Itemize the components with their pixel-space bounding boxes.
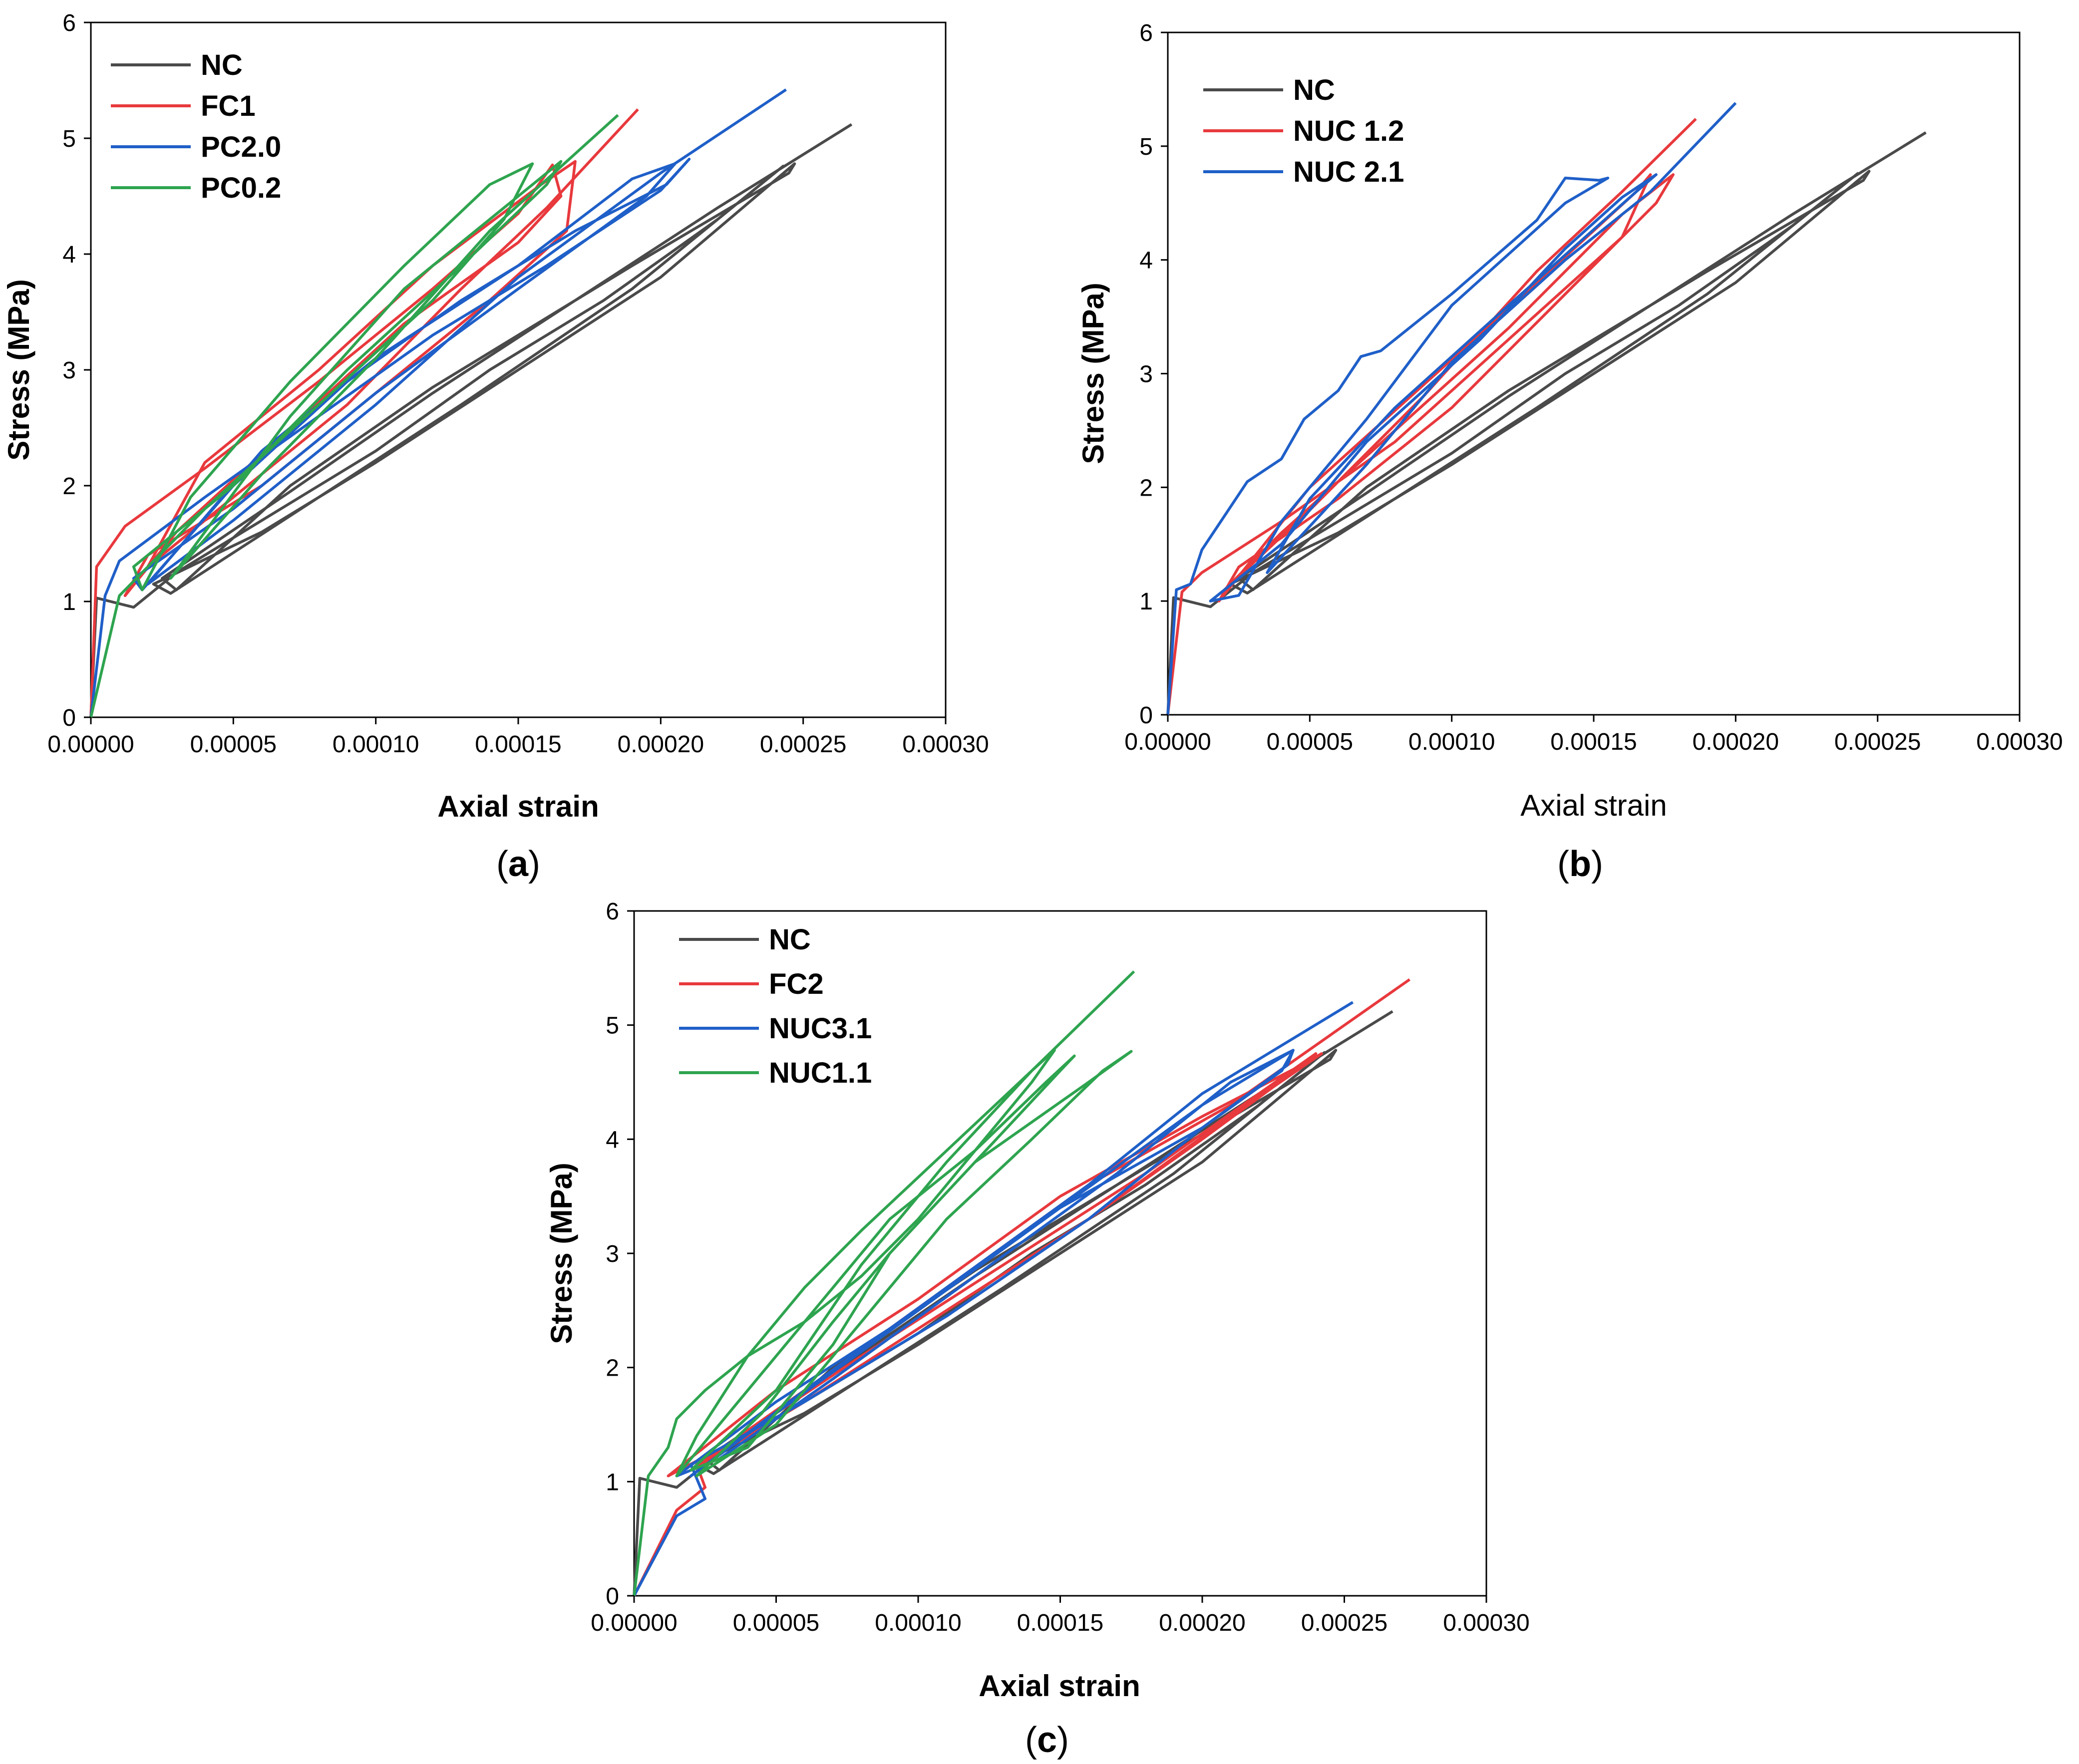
y-tick-label-b: 2 [1139,475,1153,501]
y-axis-label-c: Stress (MPa) [545,1163,578,1344]
x-tick-label-a: 0.00020 [618,731,704,758]
legend-c: NC FC2 NUC3.1 NUC1.1 [679,923,872,1089]
y-tick-label-a: 1 [62,589,76,615]
x-axis-label-a: Axial strain [437,790,599,823]
x-tick-label-a: 0.00025 [760,731,847,758]
legend-a: NC FC1 PC2.0 PC0.2 [111,49,281,204]
x-tick-label-c: 0.00005 [733,1610,820,1636]
y-tick-label-b: 5 [1139,134,1153,160]
x-tick-label-a: 0.00005 [190,731,277,758]
y-tick-label-c: 6 [606,898,619,925]
legend-label-c: NUC3.1 [769,1012,872,1045]
y-tick-label-c: 5 [606,1013,619,1039]
y-tick-label-b: 1 [1139,588,1153,615]
y-ticks-a: 0 1 2 3 4 5 6 [62,10,91,731]
x-tick-label-b: 0.00010 [1408,729,1495,755]
series-group-c [633,970,1410,1597]
y-axis-label-b: Stress (MPa) [1076,283,1110,464]
x-tick-label-a: 0.00010 [333,731,419,758]
y-tick-label-c: 0 [606,1583,619,1610]
series-c-fc2 [633,978,1410,1597]
x-tick-label-b: 0.00005 [1267,729,1354,755]
x-tick-label-c: 0.00010 [875,1610,962,1636]
legend-label-a: FC1 [201,90,256,122]
y-tick-label-a: 3 [62,357,76,384]
legend-label-b: NUC 2.1 [1293,156,1404,188]
series-b-nuc-2-1 [1166,102,1737,715]
legend-label-b: NC [1293,74,1335,106]
chart-panel-b: 0.00000 0.00005 0.00010 0.00015 0.00020 0.000… [1076,20,2063,884]
y-tick-label-a: 6 [62,10,76,36]
legend-label-c: FC2 [769,968,824,1000]
y-tick-label-a: 2 [62,473,76,500]
x-tick-label-b: 0.00000 [1124,729,1211,755]
series-group-b [1166,102,1927,715]
x-tick-label-c: 0.00000 [591,1610,678,1636]
series-a-nc [89,123,853,718]
y-tick-label-a: 0 [62,705,76,731]
x-tick-label-c: 0.00025 [1301,1610,1388,1636]
legend-label-a: PC0.2 [201,172,281,204]
y-ticks-b: 0 1 2 3 4 5 6 [1139,20,1168,729]
series-b-nuc-1-2 [1166,118,1697,715]
legend-b: NC NUC 1.2 NUC 2.1 [1203,74,1404,188]
y-tick-label-c: 4 [606,1127,619,1153]
y-tick-label-b: 0 [1139,702,1153,729]
x-axis-label-b: Axial strain [1520,789,1667,822]
y-tick-label-b: 4 [1139,248,1153,274]
series-a-fc1 [89,108,639,718]
caption-a: (a) [496,844,540,884]
x-tick-label-a: 0.00030 [902,731,989,758]
caption-letter-b: b [1569,844,1591,884]
caption-letter-c: c [1037,1720,1057,1760]
series-c-nuc1-1 [633,970,1135,1596]
y-tick-label-a: 4 [62,242,76,268]
y-tick-label-b: 6 [1139,20,1153,46]
x-ticks-b: 0.00000 0.00005 0.00010 0.00015 0.00020 0.000… [1124,715,2063,755]
x-tick-label-c: 0.00030 [1443,1610,1530,1636]
x-tick-label-a: 0.00000 [47,731,134,758]
x-ticks-a: 0.00000 0.00005 0.00010 0.00015 0.00020 0.000… [47,717,989,758]
y-tick-label-b: 3 [1139,361,1153,388]
x-tick-label-b: 0.00015 [1550,729,1637,755]
x-tick-label-a: 0.00015 [475,731,562,758]
series-group-a [89,88,853,718]
series-a-pc2-0 [89,88,787,718]
x-ticks-c: 0.00000 0.00005 0.00010 0.00015 0.00020 0.000… [591,1596,1530,1636]
legend-label-c: NC [769,923,811,956]
legend-label-a: PC2.0 [201,131,281,163]
y-tick-label-c: 1 [606,1469,619,1495]
caption-c: (c) [1025,1720,1069,1760]
legend-label-c: NUC1.1 [769,1057,872,1089]
series-a-pc0-2 [89,114,619,718]
x-tick-label-b: 0.00020 [1693,729,1779,755]
y-ticks-c: 0 1 2 3 4 5 6 [606,898,634,1610]
x-tick-label-b: 0.00030 [1976,729,2063,755]
legend-label-b: NUC 1.2 [1293,115,1404,147]
x-tick-label-b: 0.00025 [1834,729,1921,755]
legend-label-a: NC [201,49,243,81]
chart-panel-a: 0.00000 0.00005 0.00010 0.00015 0.00020 0.000… [2,10,989,884]
y-tick-label-c: 2 [606,1355,619,1382]
series-b-nc [1166,131,1927,715]
chart-panel-c: 0.00000 0.00005 0.00010 0.00015 0.00020 0.000… [545,898,1530,1760]
caption-b: (b) [1557,844,1603,884]
y-tick-label-a: 5 [62,126,76,152]
x-tick-label-c: 0.00015 [1017,1610,1104,1636]
x-axis-label-c: Axial strain [979,1669,1140,1703]
caption-letter-a: a [508,844,529,884]
x-tick-label-c: 0.00020 [1159,1610,1246,1636]
y-axis-label-a: Stress (MPa) [2,279,35,460]
y-tick-label-c: 3 [606,1241,619,1267]
